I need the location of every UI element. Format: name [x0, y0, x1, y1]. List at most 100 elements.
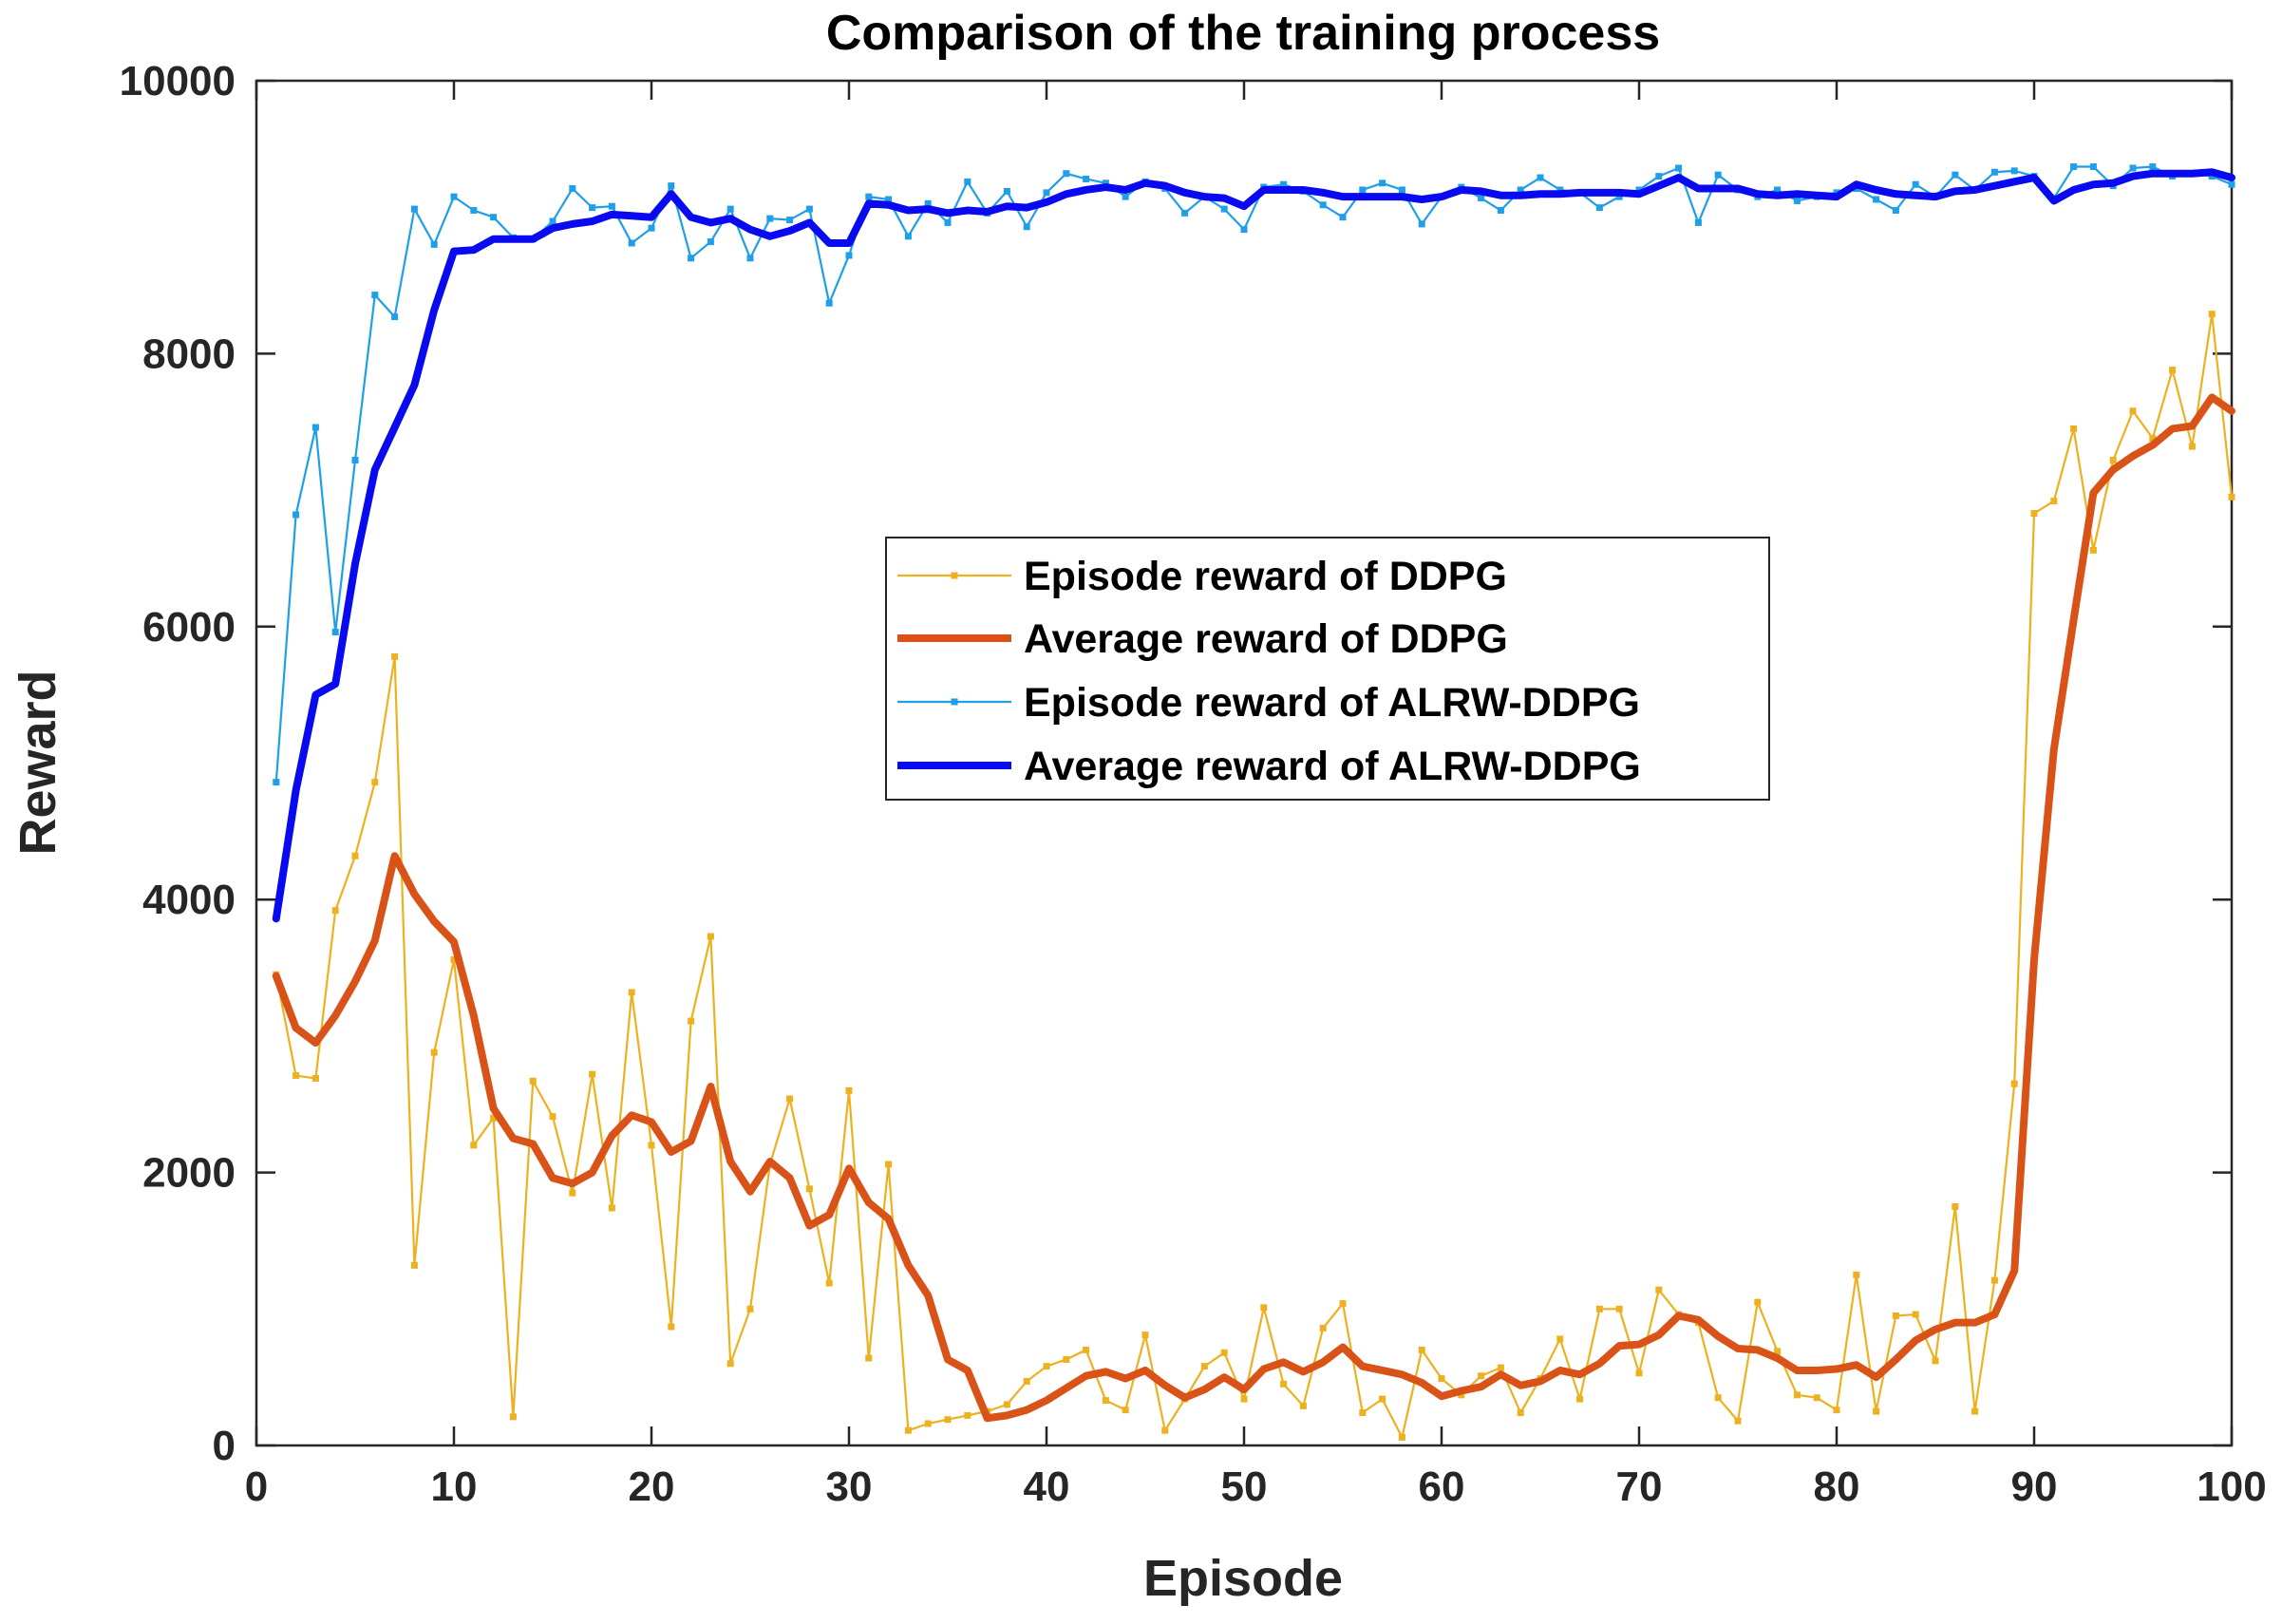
x-tick-label: 60 — [1419, 1463, 1465, 1510]
data-point — [470, 207, 478, 215]
data-point — [944, 218, 952, 226]
data-point — [391, 313, 399, 321]
data-point — [1161, 1426, 1169, 1434]
data-point — [490, 1114, 498, 1122]
data-point — [1043, 1363, 1050, 1370]
data-point — [786, 1095, 794, 1103]
data-point — [1497, 207, 1504, 215]
data-point — [865, 193, 873, 200]
y-axis: 0 2000 4000 6000 8000 10000 — [120, 58, 2232, 1469]
data-point — [1873, 1407, 1880, 1415]
data-point — [726, 205, 734, 213]
data-point — [589, 1070, 596, 1078]
data-point — [351, 456, 359, 463]
legend-label: Average reward of DDPG — [1024, 616, 1508, 662]
series-1 — [272, 393, 2235, 1423]
data-point — [2228, 493, 2235, 500]
data-point — [608, 202, 615, 210]
data-point — [1912, 1311, 1919, 1318]
data-point — [1299, 1402, 1307, 1409]
data-point — [450, 955, 458, 963]
data-point — [1359, 186, 1367, 194]
data-point — [1438, 1375, 1445, 1383]
data-point — [628, 239, 635, 247]
data-point — [1478, 195, 1485, 202]
data-point — [1971, 1407, 1979, 1415]
x-tick-label: 100 — [2197, 1463, 2266, 1510]
data-point — [2149, 434, 2157, 442]
data-point — [628, 989, 635, 996]
data-point — [2169, 367, 2177, 374]
x-axis: 0 10 20 30 40 50 60 70 80 90 100 — [245, 81, 2267, 1510]
x-tick-label: 10 — [431, 1463, 478, 1510]
data-point — [371, 292, 379, 299]
data-point — [1379, 1395, 1386, 1403]
series-layer — [272, 163, 2235, 1441]
data-point — [648, 224, 655, 232]
data-point — [2070, 163, 2078, 171]
data-point — [1063, 170, 1070, 178]
data-point — [2010, 1080, 2018, 1087]
data-point — [1556, 1335, 1564, 1343]
data-point — [1478, 1372, 1485, 1380]
data-point — [688, 255, 695, 262]
legend-label: Episode reward of ALRW-DDPG — [1024, 680, 1640, 726]
data-point — [2030, 510, 2038, 518]
data-point — [1497, 1364, 1504, 1371]
data-point — [1714, 1394, 1722, 1402]
data-point — [1023, 223, 1030, 231]
data-point — [1635, 1369, 1643, 1377]
data-point — [2089, 546, 2097, 554]
data-point — [1892, 207, 1899, 215]
data-point — [688, 1017, 695, 1025]
data-point — [549, 217, 556, 225]
data-point — [470, 1142, 478, 1149]
y-tick-label: 8000 — [142, 330, 236, 377]
data-point — [1932, 1357, 1939, 1365]
legend-label: Episode reward of DDPG — [1024, 554, 1507, 599]
data-point — [371, 779, 379, 786]
data-point — [273, 779, 280, 786]
y-tick-label: 0 — [213, 1423, 236, 1469]
data-point — [1873, 196, 1880, 203]
legend-box — [885, 537, 1770, 801]
data-point — [2228, 180, 2235, 188]
data-point — [2050, 498, 2058, 505]
data-point — [904, 1426, 912, 1434]
data-point — [1280, 180, 1288, 188]
data-point — [707, 933, 714, 940]
data-point — [964, 1411, 971, 1419]
data-point — [845, 252, 853, 259]
y-tick-label: 6000 — [142, 604, 236, 651]
data-point — [1576, 1395, 1584, 1403]
x-tick-label: 30 — [826, 1463, 873, 1510]
series-line — [274, 312, 2234, 1439]
data-point — [1043, 189, 1050, 197]
data-point — [1595, 204, 1603, 212]
data-point — [1615, 193, 1623, 200]
data-point — [1675, 164, 1683, 172]
data-point — [1122, 193, 1129, 200]
data-point — [589, 204, 596, 212]
data-point — [1181, 209, 1189, 217]
data-point — [1517, 186, 1524, 194]
data-point — [2089, 163, 2097, 171]
data-point — [529, 1077, 537, 1085]
data-point — [490, 214, 498, 221]
x-tick-label: 80 — [1814, 1463, 1860, 1510]
data-point — [964, 178, 971, 185]
legend-items: Episode reward of DDPG Average reward of … — [897, 554, 1641, 789]
data-point — [668, 1323, 675, 1331]
data-point — [391, 652, 399, 660]
data-point — [865, 1354, 873, 1362]
data-point — [1655, 173, 1663, 180]
data-point — [2129, 407, 2137, 415]
data-point — [885, 1161, 893, 1168]
data-point — [1952, 1203, 1959, 1211]
data-point — [1102, 179, 1109, 187]
data-point — [1734, 1417, 1742, 1425]
data-point — [2129, 164, 2137, 172]
legend-label: Average reward of ALRW-DDPG — [1024, 744, 1641, 789]
data-point — [311, 424, 319, 431]
